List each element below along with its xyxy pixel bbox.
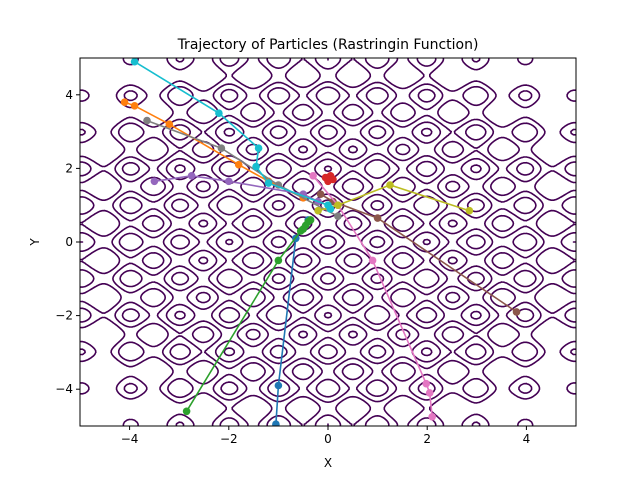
trajectory-point (165, 120, 174, 128)
contour-layer (80, 58, 576, 426)
trajectory-line (312, 175, 433, 417)
trajectory-point (182, 407, 191, 416)
contour-level (80, 58, 576, 426)
trajectory-point (321, 173, 330, 182)
trajectory-point (225, 177, 233, 186)
contour-level (225, 165, 431, 319)
y-axis-label: Y (28, 238, 42, 247)
contour-level (80, 58, 576, 426)
x-tick-label: 2 (423, 432, 431, 446)
trajectory-point (465, 206, 474, 215)
trajectory-point (252, 162, 260, 171)
trajectory-point (130, 102, 139, 110)
x-tick-label: −2 (220, 432, 238, 446)
y-tick-label: 2 (65, 161, 73, 175)
trajectory-point (334, 212, 342, 220)
trajectory-series (182, 216, 315, 416)
trajectory-point (150, 177, 159, 186)
trajectory-point (306, 216, 315, 224)
trajectory-point (373, 214, 382, 222)
x-axis-label: X (324, 456, 332, 470)
trajectory-point (120, 98, 129, 106)
trajectory-point (314, 206, 322, 215)
y-tick-label: 0 (65, 235, 73, 249)
trajectory-point (130, 58, 139, 66)
trajectory-point (234, 160, 243, 169)
trajectory-point (428, 413, 437, 421)
trajectory-point (217, 144, 226, 152)
chart-title: Trajectory of Particles (Rastringin Func… (177, 37, 479, 53)
trajectory-line (320, 193, 517, 313)
trajectory-point (272, 420, 280, 426)
trajectory-point (254, 144, 263, 152)
y-tick-label: −4 (55, 382, 73, 396)
y-tick-label: −2 (55, 309, 73, 323)
x-tick-label: −4 (121, 432, 139, 446)
trajectory-point (425, 389, 434, 397)
trajectory-point (316, 190, 325, 198)
y-tick-label: 4 (65, 88, 73, 102)
trajectory-point (329, 175, 337, 184)
x-axis: −4 −2 0 2 4 (121, 426, 530, 446)
y-axis: −4 −2 0 2 4 (55, 88, 80, 396)
trajectory-point (215, 109, 223, 117)
x-tick-label: 4 (523, 432, 531, 446)
contour-level (170, 124, 486, 360)
x-tick-label: 0 (324, 432, 332, 446)
trajectory-point (309, 172, 317, 180)
trajectory-point (368, 256, 377, 265)
trajectory-point (422, 379, 431, 388)
trajectory-point (143, 116, 151, 125)
trajectory-point (512, 308, 521, 316)
trajectory-point (187, 172, 196, 180)
trajectory-line (146, 119, 339, 217)
trajectory-point (264, 179, 273, 187)
trajectory-series (321, 172, 337, 186)
trajectory-point (386, 181, 394, 189)
trajectory-point (274, 256, 283, 265)
trajectory-series (130, 58, 335, 213)
series-layer (120, 58, 521, 426)
trajectory-point (334, 201, 342, 209)
trajectory-point (274, 381, 283, 390)
contour-level (80, 58, 576, 426)
trajectory-point (326, 205, 335, 213)
